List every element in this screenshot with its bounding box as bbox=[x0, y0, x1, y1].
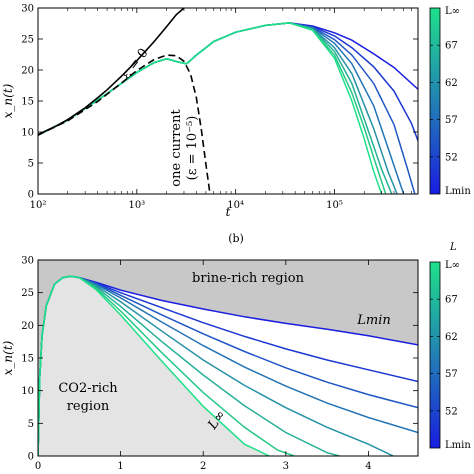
top-xtick-label: 10⁴ bbox=[227, 200, 244, 211]
co2-region-label-line2: region bbox=[67, 399, 110, 414]
co2-region-fill bbox=[38, 276, 270, 456]
bottom-colorbar-bottom-label: Lmin bbox=[445, 440, 471, 451]
top-reference-curve-1 bbox=[38, 54, 211, 194]
bottom-ytick-label: 10 bbox=[21, 386, 34, 397]
colorbar-tick-label: 62 bbox=[445, 78, 458, 89]
top-series-line-7 bbox=[38, 22, 383, 194]
top-ytick-label: 30 bbox=[21, 4, 34, 15]
bottom-plot-area bbox=[38, 260, 418, 456]
bottom-series-line-7 bbox=[38, 275, 270, 456]
brine-region-label: brine-rich region bbox=[192, 271, 305, 286]
bottom-xtick-label: 0 bbox=[35, 461, 41, 472]
bottom-xtick-label: 4 bbox=[365, 461, 371, 472]
colorbar-tick-label: 62 bbox=[445, 332, 458, 343]
top-plot-area bbox=[38, 8, 418, 194]
top-colorbar-ticks: 67 62 57 52 bbox=[430, 41, 458, 163]
top-ytick-label: 10 bbox=[21, 128, 34, 139]
top-ytick-label: 20 bbox=[21, 66, 34, 77]
top-panel: 10² 10³ 10⁴ 10⁵ 0 5 10 15 20 25 30 ε = 0 one curre… bbox=[1, 4, 471, 220]
bottom-colorbar-top-label: L∞ bbox=[445, 260, 460, 271]
top-xtick-label: 10³ bbox=[128, 200, 145, 211]
top-series-line-6 bbox=[38, 22, 387, 194]
top-xtick-label: 10⁵ bbox=[326, 200, 343, 211]
one-current-epsilon-annotation: (ε = 10⁻⁵) bbox=[185, 116, 200, 181]
colorbar-tick-label: 52 bbox=[445, 406, 458, 417]
top-xaxis-label: t bbox=[226, 205, 231, 219]
bottom-ytick-label: 5 bbox=[28, 419, 34, 430]
bottom-panel: 0 1 2 3 4 0 5 10 15 20 25 30 brine-rich region CO2-… bbox=[1, 242, 471, 472]
lmin-curve-label: Lmin bbox=[356, 313, 391, 328]
one-current-annotation: one current bbox=[169, 109, 184, 187]
bottom-ytick-label: 30 bbox=[21, 256, 34, 267]
bottom-ytick-label: 20 bbox=[21, 321, 34, 332]
bottom-colorbar bbox=[429, 261, 441, 449]
bottom-ytick-label: 25 bbox=[21, 288, 34, 299]
colorbar-tick-label: 57 bbox=[445, 369, 458, 380]
top-ytick-label: 25 bbox=[21, 35, 34, 46]
bottom-yaxis-label: x_n(t) bbox=[1, 340, 15, 375]
top-xtick-label: 10² bbox=[30, 200, 47, 211]
colorbar-tick-label: 57 bbox=[445, 115, 458, 126]
top-ytick-label: 0 bbox=[28, 190, 34, 201]
bottom-ytick-label: 15 bbox=[21, 354, 34, 365]
co2-region-label: CO2-rich bbox=[58, 381, 118, 396]
top-reference-curve-0 bbox=[38, 8, 185, 136]
top-colorbar-top-label: L∞ bbox=[445, 6, 460, 17]
colorbar-tick-label: 52 bbox=[445, 152, 458, 163]
top-series-line-2 bbox=[38, 22, 416, 194]
top-series-line-3 bbox=[38, 22, 405, 194]
top-series-line-4 bbox=[38, 22, 398, 194]
colorbar-tick-label: 67 bbox=[445, 41, 458, 52]
top-ytick-label: 5 bbox=[28, 159, 34, 170]
bottom-xtick-label: 3 bbox=[283, 461, 289, 472]
bottom-colorbar-ticks: 67 62 57 52 bbox=[430, 295, 458, 417]
bottom-xtick-label: 1 bbox=[117, 461, 123, 472]
top-yaxis-label: x_n(t) bbox=[1, 83, 15, 118]
eps0-annotation: ε = 0 bbox=[119, 46, 152, 82]
bottom-xtick-label: 2 bbox=[200, 461, 206, 472]
top-ytick-label: 15 bbox=[21, 97, 34, 108]
top-colorbar bbox=[429, 7, 441, 195]
top-colorbar-bottom-label: Lmin bbox=[445, 186, 471, 197]
bottom-colorbar-title: L bbox=[449, 242, 457, 253]
colorbar-tick-label: 67 bbox=[445, 295, 458, 306]
panel-b-label: (b) bbox=[228, 232, 244, 245]
bottom-axes: 0 1 2 3 4 0 5 10 15 20 25 30 bbox=[21, 256, 418, 472]
bottom-ytick-label: 0 bbox=[28, 452, 34, 463]
top-axes: 10² 10³ 10⁴ 10⁵ 0 5 10 15 20 25 30 bbox=[21, 4, 419, 211]
